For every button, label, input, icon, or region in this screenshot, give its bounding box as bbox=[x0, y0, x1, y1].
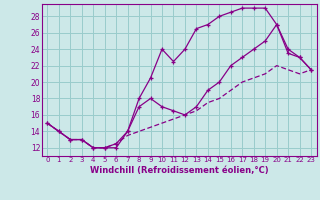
X-axis label: Windchill (Refroidissement éolien,°C): Windchill (Refroidissement éolien,°C) bbox=[90, 166, 268, 175]
